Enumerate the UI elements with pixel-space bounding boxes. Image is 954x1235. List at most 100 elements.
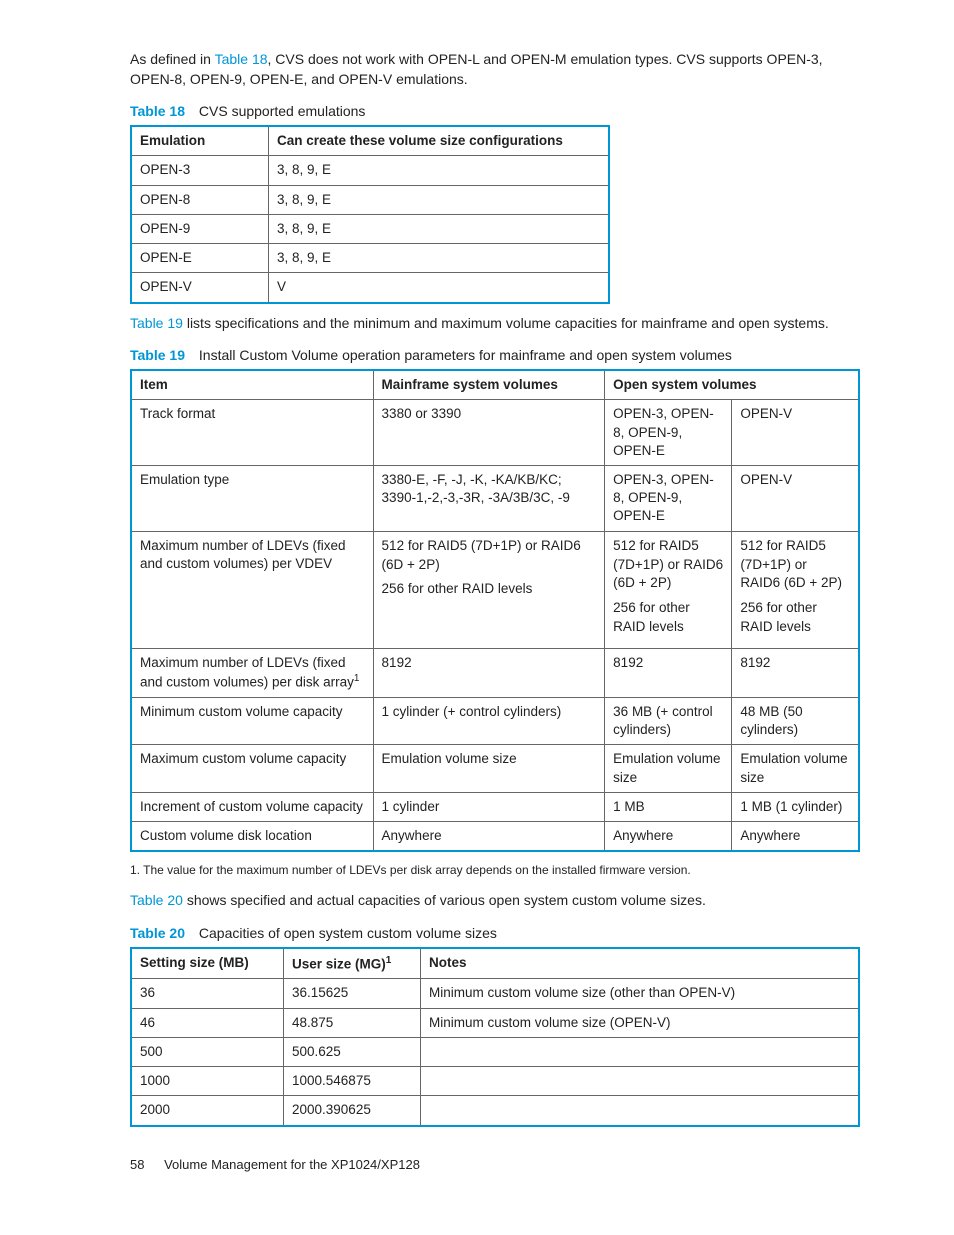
table-cell: 1 MB (1 cylinder): [732, 792, 859, 821]
table-header: Emulation: [131, 126, 269, 156]
table19-link[interactable]: Table 19: [130, 315, 183, 331]
table-row: 4648.875Minimum custom volume size (OPEN…: [131, 1008, 859, 1037]
table-cell: 3380 or 3390: [373, 400, 605, 466]
table-row: OPEN-33, 8, 9, E: [131, 156, 609, 185]
table-cell: 8192: [605, 649, 732, 698]
table-row: Custom volume disk locationAnywhereAnywh…: [131, 822, 859, 852]
mid2-suffix: shows specified and actual capacities of…: [183, 892, 706, 908]
table-cell: Maximum number of LDEVs (fixed and custo…: [131, 531, 373, 648]
table-header: Open system volumes: [605, 370, 859, 400]
table-cell: Maximum custom volume capacity: [131, 745, 373, 792]
table-cell: 36 MB (+ control cylinders): [605, 698, 732, 745]
table-row: OPEN-E3, 8, 9, E: [131, 244, 609, 273]
table-header: Can create these volume size configurati…: [269, 126, 610, 156]
intro-paragraph: As defined in Table 18, CVS does not wor…: [130, 50, 864, 89]
table-cell: Minimum custom volume size (other than O…: [421, 979, 860, 1008]
table-cell: 512 for RAID5 (7D+1P) or RAID6 (6D + 2P)…: [732, 531, 859, 648]
table-cell: Minimum custom volume size (OPEN-V): [421, 1008, 860, 1037]
table19-footnote: 1. The value for the maximum number of L…: [130, 862, 864, 879]
table-header: Notes: [421, 948, 860, 979]
table-cell: 1 cylinder: [373, 792, 605, 821]
table-cell: [421, 1067, 860, 1096]
table-cell: 1000: [131, 1067, 284, 1096]
table20: Setting size (MB)User size (MG)1Notes363…: [130, 947, 860, 1127]
table-cell: OPEN-3, OPEN-8, OPEN-9, OPEN-E: [605, 400, 732, 466]
table-row: Track format3380 or 3390OPEN-3, OPEN-8, …: [131, 400, 859, 466]
table-cell: OPEN-3, OPEN-8, OPEN-9, OPEN-E: [605, 465, 732, 531]
table18-caption-text: CVS supported emulations: [199, 103, 366, 119]
table-cell: 512 for RAID5 (7D+1P) or RAID6 (6D + 2P)…: [373, 531, 605, 648]
table-cell: OPEN-8: [131, 185, 269, 214]
table-row: 500500.625: [131, 1037, 859, 1066]
table-cell: [421, 1096, 860, 1126]
table-cell: V: [269, 273, 610, 303]
footer-title: Volume Management for the XP1024/XP128: [164, 1157, 420, 1172]
table18-label: Table 18: [130, 103, 185, 119]
table-header: User size (MG)1: [284, 948, 421, 979]
table-header: Setting size (MB): [131, 948, 284, 979]
table-header: Item: [131, 370, 373, 400]
table-cell: 3, 8, 9, E: [269, 244, 610, 273]
table19-label: Table 19: [130, 347, 185, 363]
table-cell: 48.875: [284, 1008, 421, 1037]
table18-link[interactable]: Table 18: [215, 51, 268, 67]
table-cell: 512 for RAID5 (7D+1P) or RAID6 (6D + 2P)…: [605, 531, 732, 648]
table-cell: 1 MB: [605, 792, 732, 821]
table-cell: Anywhere: [732, 822, 859, 852]
table20-caption-text: Capacities of open system custom volume …: [199, 925, 497, 941]
table-cell: Increment of custom volume capacity: [131, 792, 373, 821]
table-cell: 36: [131, 979, 284, 1008]
table-row: 10001000.546875: [131, 1067, 859, 1096]
table-cell: 1 cylinder (+ control cylinders): [373, 698, 605, 745]
table-cell: 2000: [131, 1096, 284, 1126]
table-cell: 8192: [732, 649, 859, 698]
mid1-paragraph: Table 19 lists specifications and the mi…: [130, 314, 864, 334]
mid1-suffix: lists specifications and the minimum and…: [183, 315, 829, 331]
table-cell: 48 MB (50 cylinders): [732, 698, 859, 745]
table-cell: 36.15625: [284, 979, 421, 1008]
table-row: 20002000.390625: [131, 1096, 859, 1126]
table-cell: Minimum custom volume capacity: [131, 698, 373, 745]
table-cell: OPEN-3: [131, 156, 269, 185]
table19: ItemMainframe system volumesOpen system …: [130, 369, 860, 852]
table-cell: 3, 8, 9, E: [269, 214, 610, 243]
table-cell: OPEN-V: [732, 465, 859, 531]
table-row: OPEN-VV: [131, 273, 609, 303]
table-row: Maximum custom volume capacityEmulation …: [131, 745, 859, 792]
table-cell: Track format: [131, 400, 373, 466]
table-cell: OPEN-V: [131, 273, 269, 303]
table20-label: Table 20: [130, 925, 185, 941]
table-cell: 500.625: [284, 1037, 421, 1066]
table-cell: 2000.390625: [284, 1096, 421, 1126]
page-number: 58: [130, 1157, 144, 1172]
table-cell: 3380-E, -F, -J, -K, -KA/KB/KC; 3390-1,-2…: [373, 465, 605, 531]
table-cell: 3, 8, 9, E: [269, 185, 610, 214]
table-cell: [421, 1037, 860, 1066]
page-footer: 58 Volume Management for the XP1024/XP12…: [130, 1157, 864, 1172]
table18-caption: Table 18 CVS supported emulations: [130, 103, 864, 119]
table19-caption: Table 19 Install Custom Volume operation…: [130, 347, 864, 363]
table-cell: 1000.546875: [284, 1067, 421, 1096]
table-row: Maximum number of LDEVs (fixed and custo…: [131, 531, 859, 648]
table-cell: 8192: [373, 649, 605, 698]
table20-caption: Table 20 Capacities of open system custo…: [130, 925, 864, 941]
table-cell: Anywhere: [373, 822, 605, 852]
intro-prefix: As defined in: [130, 51, 215, 67]
table-row: 3636.15625Minimum custom volume size (ot…: [131, 979, 859, 1008]
table-row: Increment of custom volume capacity1 cyl…: [131, 792, 859, 821]
table-row: Emulation type3380-E, -F, -J, -K, -KA/KB…: [131, 465, 859, 531]
table-cell: Emulation type: [131, 465, 373, 531]
table20-link[interactable]: Table 20: [130, 892, 183, 908]
table-row: OPEN-83, 8, 9, E: [131, 185, 609, 214]
table-cell: OPEN-E: [131, 244, 269, 273]
table-cell: 500: [131, 1037, 284, 1066]
table18: EmulationCan create these volume size co…: [130, 125, 610, 303]
table-cell: 46: [131, 1008, 284, 1037]
table-row: Minimum custom volume capacity1 cylinder…: [131, 698, 859, 745]
table-cell: Maximum number of LDEVs (fixed and custo…: [131, 649, 373, 698]
table-cell: Emulation volume size: [373, 745, 605, 792]
table-cell: Emulation volume size: [605, 745, 732, 792]
table-cell: Custom volume disk location: [131, 822, 373, 852]
table-cell: OPEN-V: [732, 400, 859, 466]
table19-caption-text: Install Custom Volume operation paramete…: [199, 347, 732, 363]
